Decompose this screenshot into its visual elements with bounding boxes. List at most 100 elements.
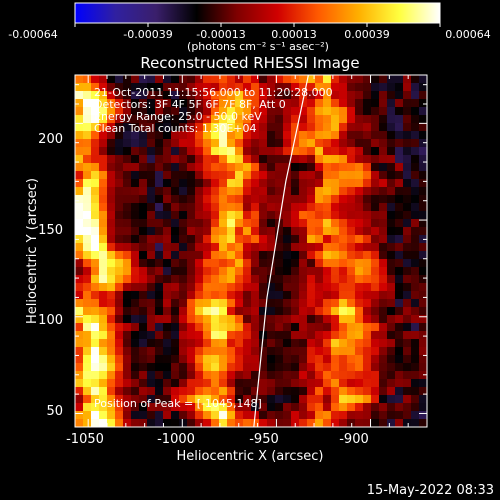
heatmap-cell (307, 155, 316, 164)
heatmap-cell (227, 131, 236, 140)
heatmap-cell (227, 275, 236, 284)
heatmap-cell (259, 339, 268, 348)
heatmap-cell (259, 227, 268, 236)
heatmap-cell (347, 387, 356, 396)
heatmap-cell (163, 243, 172, 252)
heatmap-cell (387, 211, 396, 220)
heatmap-cell (123, 131, 132, 140)
heatmap-cell (259, 195, 268, 204)
heatmap-cell (267, 339, 276, 348)
heatmap-cell (131, 411, 140, 420)
heatmap-cell (123, 187, 132, 196)
heatmap-cell (195, 259, 204, 268)
heatmap-cell (411, 347, 420, 356)
heatmap-cell (275, 147, 284, 156)
heatmap-cell (155, 83, 164, 92)
heatmap-cell (243, 419, 252, 427)
heatmap-cell (179, 267, 188, 276)
heatmap-cell (371, 403, 380, 412)
heatmap-cell (419, 99, 427, 108)
heatmap-cell (139, 323, 148, 332)
heatmap-cell (291, 147, 300, 156)
heatmap-cell (283, 219, 292, 228)
heatmap-cell (355, 131, 364, 140)
y-tick-label: 200 (38, 132, 63, 147)
heatmap-cell (419, 419, 427, 427)
heatmap-cell (339, 379, 348, 388)
heatmap-cell (363, 235, 372, 244)
heatmap-cell (155, 307, 164, 316)
heatmap-cell (155, 323, 164, 332)
heatmap-cell (275, 371, 284, 380)
heatmap-cell (339, 211, 348, 220)
heatmap-cell (283, 251, 292, 260)
heatmap-cell (275, 331, 284, 340)
heatmap-cell (259, 419, 268, 427)
heatmap-cell (291, 371, 300, 380)
heatmap-cell (331, 75, 340, 84)
heatmap-cell (403, 339, 412, 348)
heatmap-cell (347, 131, 356, 140)
heatmap-cell (307, 387, 316, 396)
heatmap-cell (395, 387, 404, 396)
heatmap-cell (91, 379, 100, 388)
heatmap-cell (203, 299, 212, 308)
heatmap-cell (355, 419, 364, 427)
heatmap-cell (147, 227, 156, 236)
heatmap-cell (419, 411, 427, 420)
heatmap-cell (179, 323, 188, 332)
heatmap-cell (267, 187, 276, 196)
heatmap-cell (315, 291, 324, 300)
heatmap-cell (315, 387, 324, 396)
heatmap-cell (307, 355, 316, 364)
heatmap-cell (227, 395, 236, 404)
heatmap-cell (371, 107, 380, 116)
heatmap-cell (235, 75, 244, 84)
heatmap-cell (315, 195, 324, 204)
heatmap-cell (179, 179, 188, 188)
heatmap-cell (371, 347, 380, 356)
heatmap-cell (147, 243, 156, 252)
heatmap-cell (355, 235, 364, 244)
heatmap-cell (107, 203, 116, 212)
heatmap-cell (395, 267, 404, 276)
heatmap-cell (347, 171, 356, 180)
heatmap-cell (219, 363, 228, 372)
heatmap-cell (347, 291, 356, 300)
heatmap-cell (339, 395, 348, 404)
heatmap-cell (187, 331, 196, 340)
heatmap-cell (123, 251, 132, 260)
heatmap-cell (331, 219, 340, 228)
heatmap-cell (275, 339, 284, 348)
heatmap-cell (131, 219, 140, 228)
heatmap-cell (99, 331, 108, 340)
heatmap-cell (75, 355, 84, 364)
heatmap-cell (123, 211, 132, 220)
heatmap-cell (267, 275, 276, 284)
heatmap-cell (379, 307, 388, 316)
heatmap-cell (179, 123, 188, 132)
heatmap-cell (227, 379, 236, 388)
heatmap-cell (339, 283, 348, 292)
heatmap-cell (275, 363, 284, 372)
heatmap-cell (195, 83, 204, 92)
heatmap-cell (91, 299, 100, 308)
heatmap-cell (91, 419, 100, 427)
heatmap-cell (163, 379, 172, 388)
heatmap-cell (187, 219, 196, 228)
heatmap-cell (331, 107, 340, 116)
heatmap-cell (395, 259, 404, 268)
heatmap-cell (339, 123, 348, 132)
heatmap-cell (75, 91, 84, 100)
heatmap-cell (139, 251, 148, 260)
heatmap-cell (275, 203, 284, 212)
heatmap-cell (395, 83, 404, 92)
heatmap-cell (283, 403, 292, 412)
heatmap-cell (355, 91, 364, 100)
heatmap-cell (155, 131, 164, 140)
heatmap-cell (299, 179, 308, 188)
heatmap-cell (139, 355, 148, 364)
heatmap-cell (347, 339, 356, 348)
heatmap-cell (219, 115, 228, 124)
heatmap-cell (299, 147, 308, 156)
